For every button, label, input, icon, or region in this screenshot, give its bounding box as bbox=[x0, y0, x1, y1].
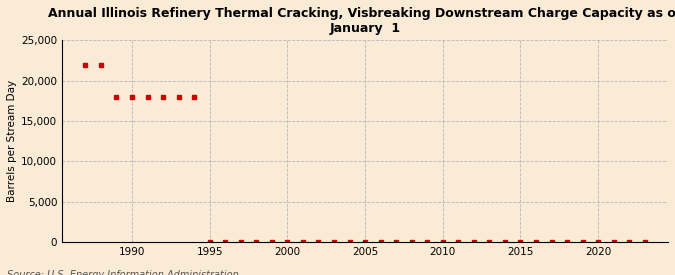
Text: Source: U.S. Energy Information Administration: Source: U.S. Energy Information Administ… bbox=[7, 271, 238, 275]
Y-axis label: Barrels per Stream Day: Barrels per Stream Day bbox=[7, 80, 17, 202]
Title: Annual Illinois Refinery Thermal Cracking, Visbreaking Downstream Charge Capacit: Annual Illinois Refinery Thermal Crackin… bbox=[49, 7, 675, 35]
